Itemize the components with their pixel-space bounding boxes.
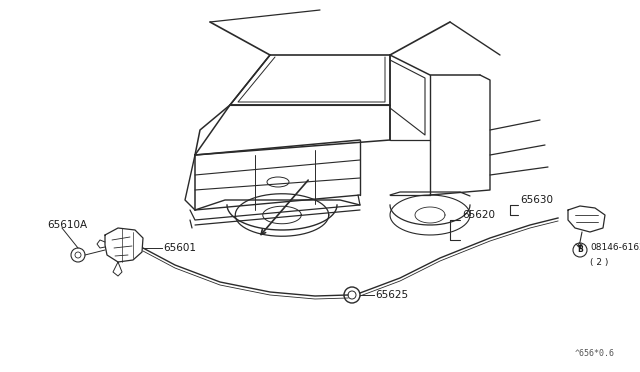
Text: 65620: 65620 [462,210,495,220]
Text: 65630: 65630 [520,195,553,205]
Text: 08146-6162G: 08146-6162G [590,244,640,253]
Text: B: B [577,246,583,254]
Text: ^656*0.6: ^656*0.6 [575,349,615,358]
Text: 65625: 65625 [375,290,408,300]
Text: 65610A: 65610A [47,220,87,230]
Text: 65601: 65601 [163,243,196,253]
Text: ( 2 ): ( 2 ) [590,257,609,266]
